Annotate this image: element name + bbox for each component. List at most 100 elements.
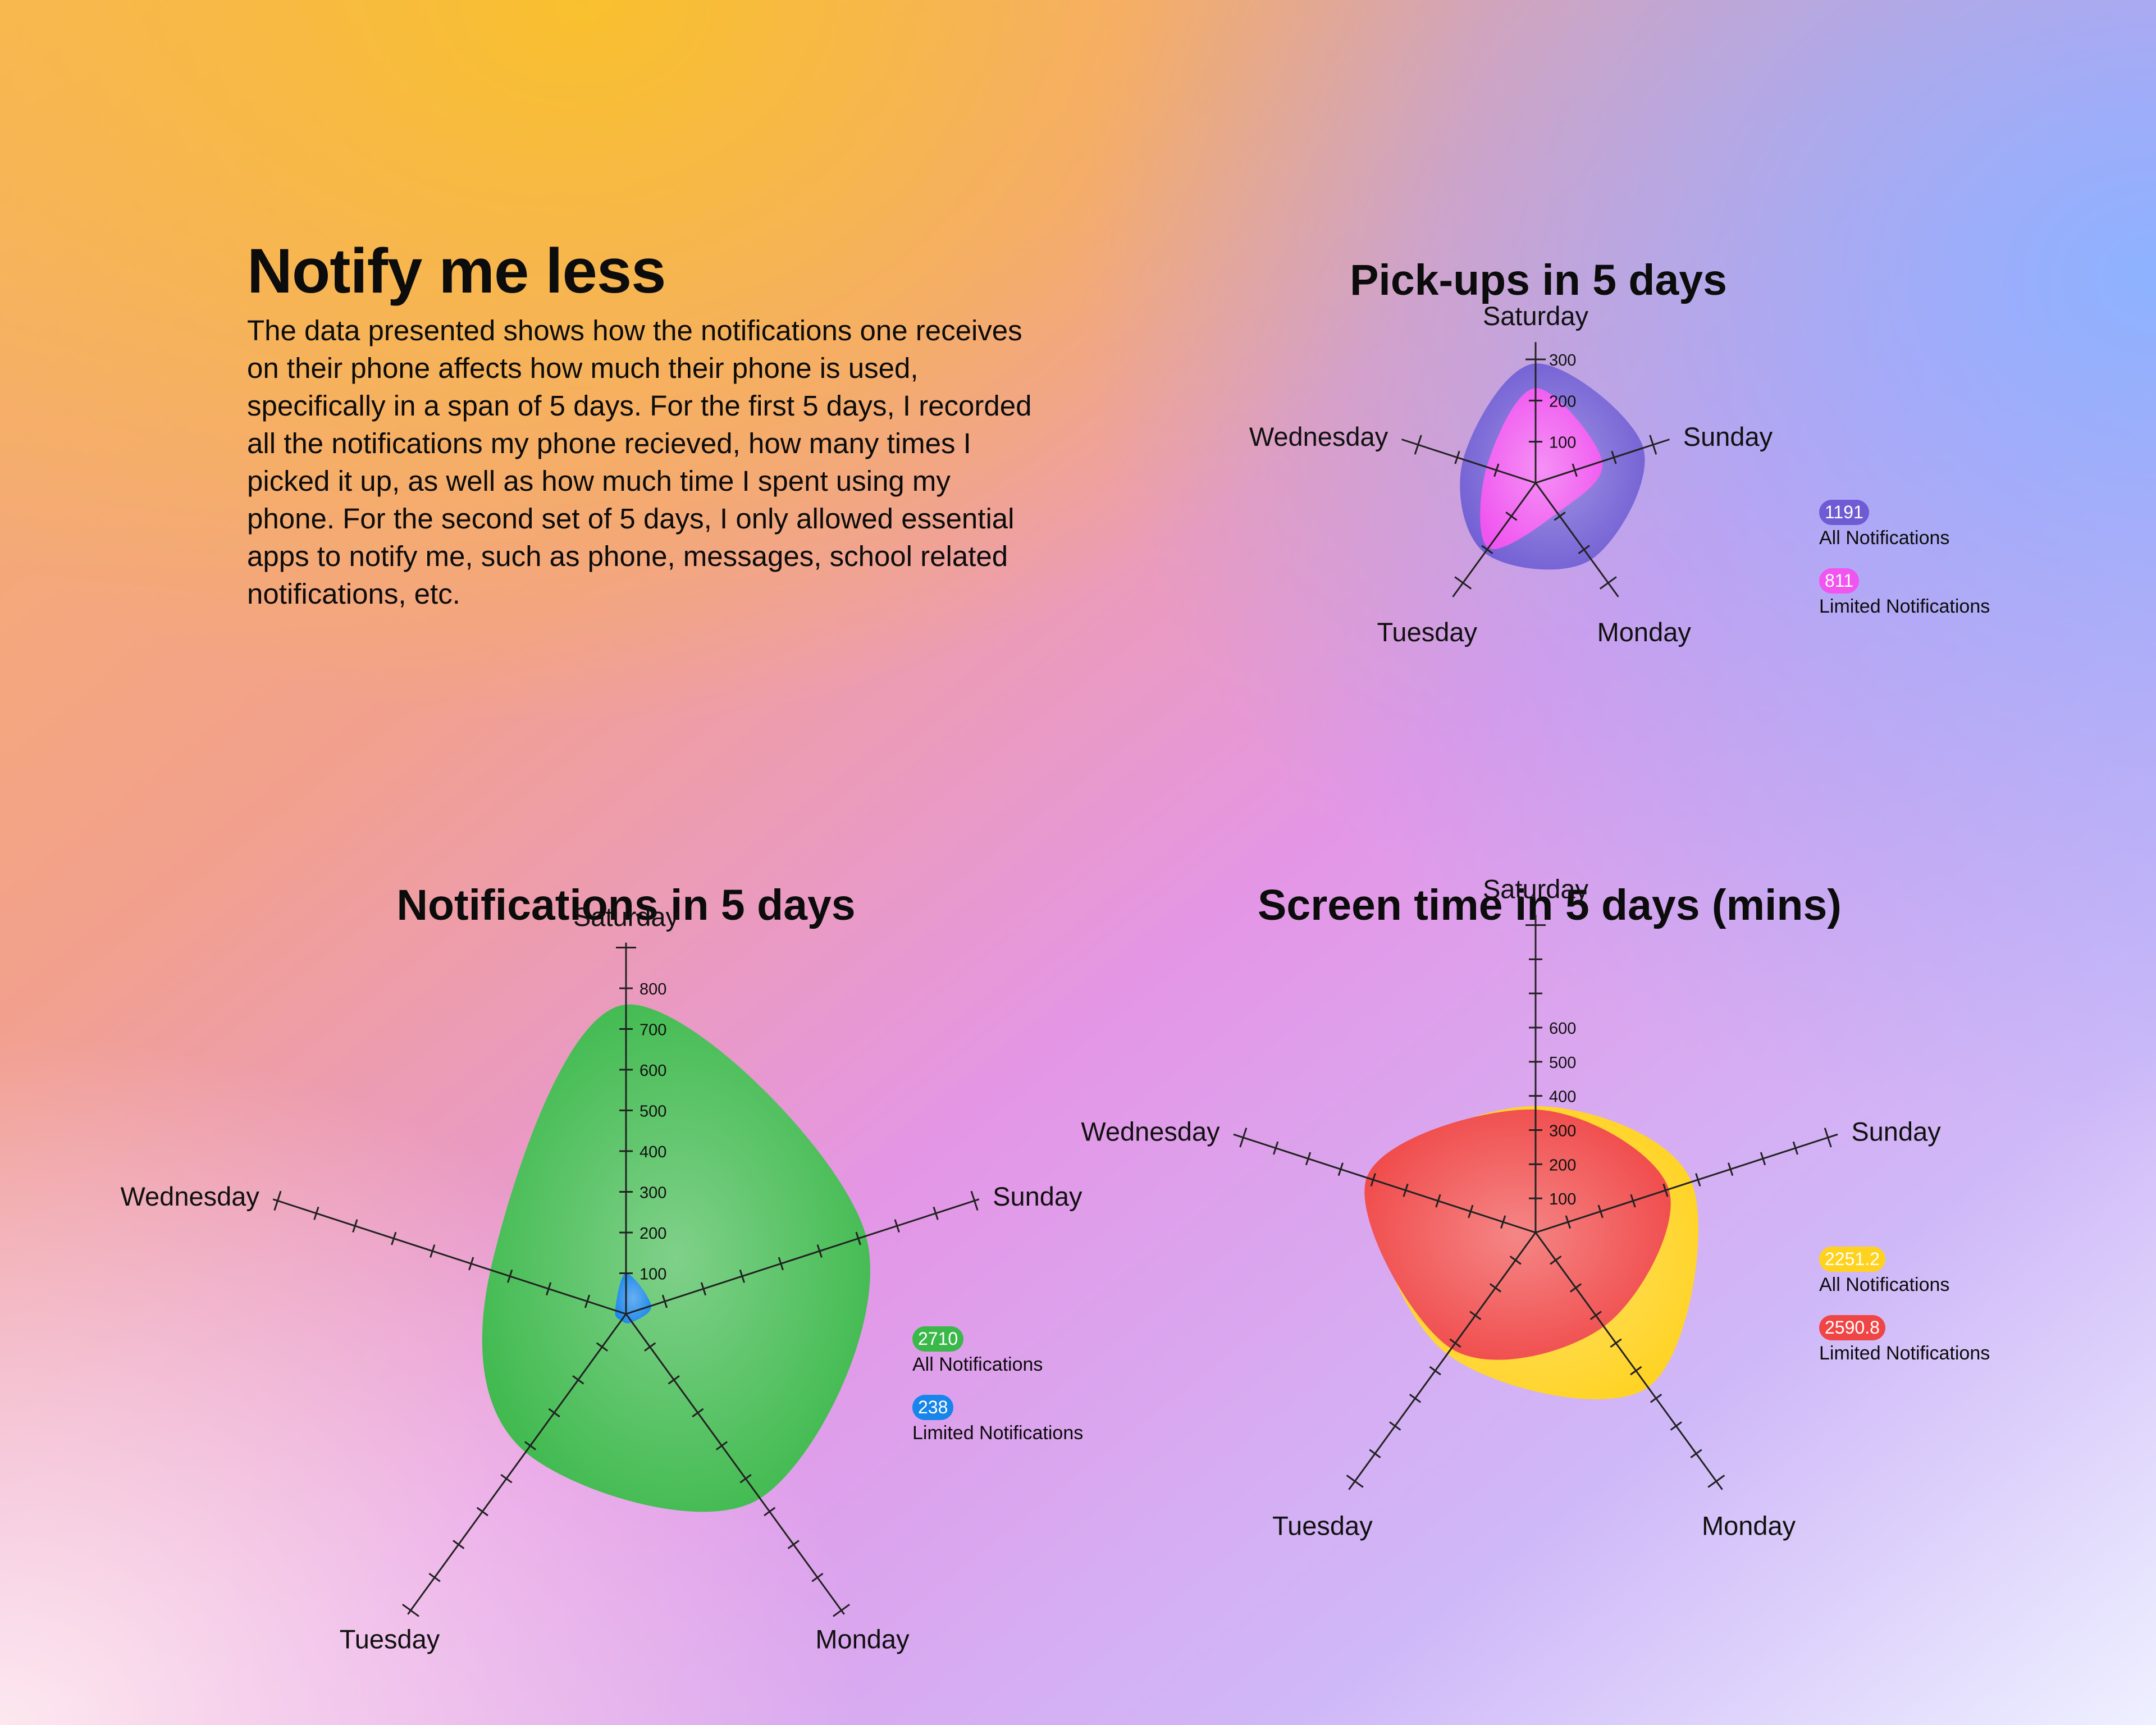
axis-tick — [352, 1219, 358, 1233]
axis-tick — [1346, 1475, 1364, 1488]
axis-tick — [778, 1257, 784, 1271]
axis-label-wednesday: Wednesday — [1249, 422, 1388, 451]
axis-tick — [715, 1441, 728, 1450]
axis-tick — [507, 1269, 513, 1283]
axis-tick — [584, 1294, 591, 1308]
axis-tick — [1728, 1162, 1734, 1176]
axis-tick — [1707, 1475, 1725, 1488]
axis-tick — [700, 1282, 707, 1296]
axis-tick — [1337, 1162, 1344, 1176]
axis-tick — [816, 1244, 823, 1258]
axis-tick — [1429, 1366, 1441, 1376]
tick-label: 100 — [1549, 434, 1576, 452]
screentime-radar-chart: Saturday Sunday Monday Tuesday Wednesday 100 2… — [1081, 874, 1941, 1540]
legend-label: All Notifications — [1819, 1274, 1950, 1295]
legend-label: All Notifications — [912, 1354, 1043, 1375]
tick-label: 200 — [1549, 1156, 1576, 1174]
axis-tick — [1509, 1255, 1522, 1265]
axis-monday — [1534, 1232, 1723, 1490]
axis-tick — [1610, 1338, 1622, 1348]
series-highlight-1 — [482, 1004, 870, 1512]
axis-tick — [644, 1342, 656, 1352]
legend-badge: 1191 — [1819, 500, 1869, 525]
pickups-chart-title: Pick-ups in 5 days — [1350, 256, 1727, 304]
axis-tick — [1630, 1194, 1636, 1208]
axis-tick — [1578, 545, 1590, 554]
notifications-legend: 2710 All Notifications 238 Limited Notif… — [912, 1326, 1083, 1463]
legend-label: Limited Notifications — [1819, 596, 1990, 617]
axis-tick — [764, 1507, 776, 1517]
axis-tick — [1572, 463, 1578, 477]
tick-label: 300 — [640, 1184, 666, 1202]
tick-label: 100 — [640, 1266, 666, 1284]
axis-tick — [894, 1219, 900, 1233]
axis-wednesday — [1401, 439, 1536, 484]
axis-sunday — [625, 1198, 980, 1315]
axis-sunday — [1535, 439, 1670, 484]
tick-label: 800 — [640, 980, 666, 998]
axis-label-tuesday: Tuesday — [1272, 1510, 1373, 1540]
legend-item-limited: 2590.8 Limited Notifications — [1819, 1315, 1990, 1365]
axis-tick — [430, 1244, 436, 1258]
tick-label: 600 — [1549, 1020, 1576, 1038]
axis-tick — [1409, 1394, 1422, 1403]
axis-tick — [1454, 450, 1460, 464]
axis-tick — [476, 1507, 488, 1517]
axis-tick — [787, 1540, 800, 1549]
tick-label: 400 — [640, 1143, 666, 1161]
screentime-chart-title: Screen time in 5 days (mins) — [1258, 881, 1842, 929]
axis-tick — [1630, 1366, 1642, 1376]
axis-tick — [811, 1572, 824, 1582]
tick-label: 300 — [1549, 352, 1576, 369]
axis-tick — [391, 1231, 397, 1245]
axis-tuesday — [407, 1313, 627, 1615]
axis-tick — [545, 1282, 552, 1296]
axis-tick — [1481, 545, 1493, 554]
axis-tick — [1695, 1173, 1701, 1186]
axis-label-monday: Monday — [815, 1624, 910, 1654]
axis-tick — [1597, 1204, 1604, 1219]
axis-tick — [1760, 1152, 1766, 1166]
tick-label: 700 — [640, 1021, 666, 1039]
axis-tuesday — [1452, 482, 1537, 597]
axis-tick — [661, 1294, 668, 1308]
page-title: Notify me less — [247, 236, 666, 306]
series-highlight-2 — [615, 1273, 651, 1324]
axis-sunday — [1535, 1133, 1838, 1234]
axis-label-wednesday: Wednesday — [1081, 1117, 1220, 1147]
axis-tick — [1454, 576, 1472, 590]
axis-tick — [1369, 1449, 1381, 1458]
axis-label-sunday: Sunday — [993, 1181, 1082, 1211]
axis-tick — [548, 1408, 560, 1418]
legend-item-all: 2251.2 All Notifications — [1819, 1247, 1990, 1296]
axis-tick — [500, 1474, 513, 1484]
axis-tick — [1792, 1141, 1798, 1155]
axis-tick — [1662, 1183, 1669, 1197]
tick-label: 100 — [1549, 1190, 1576, 1208]
tick-label: 600 — [640, 1062, 666, 1080]
legend-item-limited: 811 Limited Notifications — [1819, 568, 1990, 618]
axis-tick — [1403, 1183, 1409, 1197]
axis-tuesday — [1348, 1232, 1537, 1490]
legend-badge: 2251.2 — [1819, 1247, 1885, 1272]
axis-monday — [625, 1313, 845, 1615]
axis-tick — [1370, 1173, 1376, 1186]
axis-tick — [1505, 512, 1518, 521]
axis-wednesday — [1233, 1133, 1536, 1234]
series-highlight-2 — [1480, 388, 1603, 549]
axis-tick — [739, 1269, 745, 1283]
axis-tick — [1824, 1128, 1832, 1148]
axis-tick — [1670, 1421, 1682, 1431]
screentime-legend: 2251.2 All Notifications 2590.8 Limited … — [1819, 1247, 1990, 1384]
axis-tick — [524, 1441, 537, 1450]
legend-item-all: 1191 All Notifications — [1819, 500, 1990, 549]
notifications-radar-chart: Saturday Sunday Monday Tuesday Wednesday 100 2… — [121, 902, 1082, 1654]
tick-label: 200 — [640, 1225, 666, 1243]
axis-label-saturday: Saturday — [1483, 874, 1589, 903]
legend-badge: 2590.8 — [1819, 1315, 1885, 1340]
axis-tick — [1569, 1283, 1582, 1293]
axis-tick — [468, 1257, 474, 1271]
legend-badge: 2710 — [912, 1326, 964, 1352]
axis-tick — [1389, 1421, 1401, 1431]
axis-tick — [1489, 1283, 1502, 1293]
